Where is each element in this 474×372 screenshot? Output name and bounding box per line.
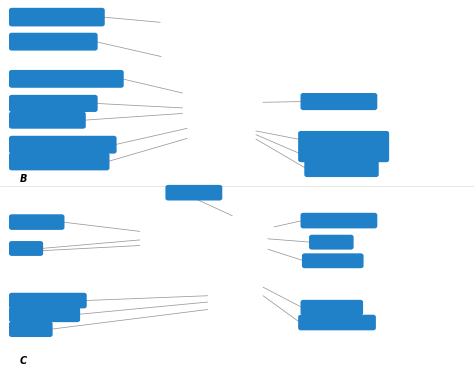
FancyBboxPatch shape	[298, 315, 376, 330]
FancyBboxPatch shape	[301, 213, 377, 228]
FancyBboxPatch shape	[9, 95, 98, 112]
FancyBboxPatch shape	[9, 293, 87, 308]
FancyBboxPatch shape	[9, 214, 64, 230]
Text: C: C	[20, 356, 27, 366]
FancyBboxPatch shape	[298, 145, 389, 162]
FancyBboxPatch shape	[9, 307, 80, 322]
FancyBboxPatch shape	[9, 321, 53, 337]
Text: B: B	[20, 174, 27, 184]
FancyBboxPatch shape	[9, 136, 117, 154]
FancyBboxPatch shape	[309, 235, 354, 250]
FancyBboxPatch shape	[9, 241, 43, 256]
FancyBboxPatch shape	[304, 160, 379, 177]
FancyBboxPatch shape	[301, 300, 363, 315]
FancyBboxPatch shape	[298, 131, 389, 148]
FancyBboxPatch shape	[9, 8, 105, 26]
FancyBboxPatch shape	[165, 185, 222, 201]
FancyBboxPatch shape	[9, 33, 98, 51]
FancyBboxPatch shape	[9, 112, 86, 129]
FancyBboxPatch shape	[302, 253, 364, 268]
FancyBboxPatch shape	[301, 93, 377, 110]
FancyBboxPatch shape	[9, 153, 109, 170]
FancyBboxPatch shape	[9, 70, 124, 88]
